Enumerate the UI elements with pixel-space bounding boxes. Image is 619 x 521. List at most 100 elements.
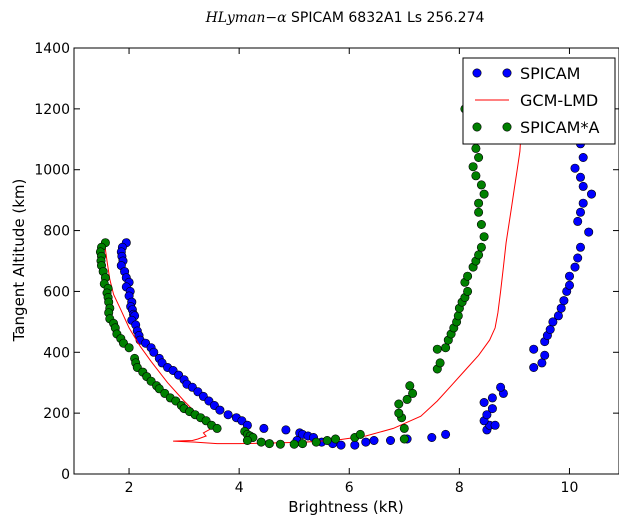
data-point-spicam-a	[477, 243, 485, 251]
data-point-spicam-a	[400, 435, 408, 443]
data-point-spicam-a	[395, 409, 403, 417]
data-point-spicam	[370, 436, 378, 444]
data-point-spicam	[565, 281, 573, 289]
x-tick-label: 4	[235, 480, 244, 496]
data-point-spicam	[571, 263, 579, 271]
data-point-spicam-a	[474, 208, 482, 216]
data-point-spicam-a	[298, 439, 306, 447]
y-tick-label: 600	[43, 284, 70, 300]
data-point-spicam	[579, 182, 587, 190]
data-point-spicam	[587, 190, 595, 198]
data-point-spicam-a	[125, 344, 133, 352]
data-point-spicam-a	[408, 389, 416, 397]
x-tick-label: 10	[561, 480, 579, 496]
data-point-spicam-a	[463, 287, 471, 295]
data-point-spicam	[538, 359, 546, 367]
data-point-spicam	[557, 304, 565, 312]
data-point-spicam-a	[276, 440, 284, 448]
data-point-spicam-a	[257, 438, 265, 446]
data-point-spicam	[571, 164, 579, 172]
legend-marker-spicam-a	[503, 123, 511, 131]
data-point-spicam-a	[463, 272, 471, 280]
data-point-spicam	[585, 228, 593, 236]
data-point-spicam-a	[472, 144, 480, 152]
data-point-spicam	[224, 411, 232, 419]
data-point-spicam	[579, 153, 587, 161]
data-point-spicam-a	[480, 233, 488, 241]
data-point-spicam	[496, 383, 504, 391]
data-point-spicam-a	[356, 430, 364, 438]
x-tick-label: 8	[455, 480, 464, 496]
data-point-spicam	[546, 325, 554, 333]
data-point-spicam	[362, 438, 370, 446]
x-tick-label: 2	[125, 480, 134, 496]
y-tick-label: 0	[61, 467, 70, 483]
data-point-spicam	[576, 173, 584, 181]
data-point-spicam	[216, 406, 224, 414]
data-point-spicam-a	[406, 382, 414, 390]
chart-title: HLyman−α SPICAM 6832A1 Ls 256.274	[205, 10, 485, 26]
data-point-spicam	[530, 363, 538, 371]
data-point-spicam-a	[474, 199, 482, 207]
data-point-spicam	[351, 441, 359, 449]
data-point-spicam-a	[441, 344, 449, 352]
data-point-spicam	[428, 433, 436, 441]
data-point-spicam-a	[454, 312, 462, 320]
y-tick-label: 1400	[34, 41, 70, 57]
data-point-spicam-a	[474, 153, 482, 161]
data-point-spicam-a	[433, 345, 441, 353]
data-point-spicam-a	[472, 172, 480, 180]
chart-title-math: HLyman−α	[205, 10, 288, 26]
legend-marker-spicam	[473, 69, 481, 77]
data-point-spicam	[576, 243, 584, 251]
data-point-spicam	[576, 208, 584, 216]
x-axis-label: Brightness (kR)	[288, 498, 403, 516]
data-point-spicam-a	[243, 436, 251, 444]
data-point-spicam	[565, 272, 573, 280]
legend-label-gcm-lmd: GCM-LMD	[520, 91, 598, 110]
data-point-spicam	[579, 199, 587, 207]
data-point-spicam-a	[477, 181, 485, 189]
chart-title-rest: SPICAM 6832A1 Ls 256.274	[287, 10, 485, 26]
y-axis-label: Tangent Altitude (km)	[10, 179, 28, 343]
legend: SPICAM GCM-LMD SPICAM*A	[463, 58, 615, 144]
legend-marker-spicam-a	[473, 123, 481, 131]
data-point-spicam	[574, 254, 582, 262]
data-point-spicam	[386, 436, 394, 444]
data-point-spicam-a	[265, 439, 273, 447]
plot-area	[96, 103, 596, 450]
data-point-spicam	[554, 312, 562, 320]
data-point-spicam	[491, 421, 499, 429]
data-point-spicam-a	[213, 424, 221, 432]
y-tick-label: 400	[43, 345, 70, 361]
data-point-spicam-a	[400, 424, 408, 432]
data-point-spicam-a	[436, 359, 444, 367]
data-point-spicam-a	[474, 251, 482, 259]
x-tick-label: 6	[345, 480, 354, 496]
data-point-spicam-a	[477, 220, 485, 228]
legend-marker-spicam	[503, 69, 511, 77]
data-point-spicam-a	[323, 436, 331, 444]
data-point-spicam	[488, 404, 496, 412]
data-point-spicam	[541, 351, 549, 359]
data-point-spicam	[480, 398, 488, 406]
plot-series	[96, 103, 596, 450]
data-point-spicam-a	[312, 438, 320, 446]
y-tick-label: 1000	[34, 163, 70, 179]
legend-label-spicam: SPICAM	[520, 64, 580, 83]
data-point-spicam	[441, 430, 449, 438]
data-point-spicam-a	[480, 190, 488, 198]
data-point-spicam	[560, 296, 568, 304]
data-point-spicam	[260, 424, 268, 432]
data-point-spicam-a	[290, 440, 298, 448]
data-point-spicam-a	[469, 163, 477, 171]
data-point-spicam-a	[395, 400, 403, 408]
y-tick-label: 200	[43, 406, 70, 422]
y-tick-label: 800	[43, 224, 70, 240]
data-point-spicam	[530, 345, 538, 353]
data-point-spicam	[574, 217, 582, 225]
data-point-spicam	[488, 394, 496, 402]
data-point-spicam-a	[331, 435, 339, 443]
data-point-spicam	[282, 426, 290, 434]
